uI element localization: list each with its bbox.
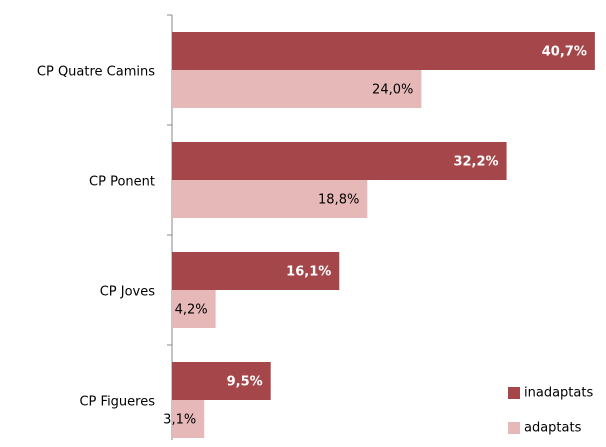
legend-swatch: [508, 387, 520, 399]
data-label: 4,2%: [175, 303, 208, 318]
bar: [172, 362, 271, 400]
bar: [172, 70, 422, 108]
category-label: CP Joves: [100, 285, 156, 300]
data-label: 3,1%: [163, 413, 196, 428]
bar: [172, 400, 205, 438]
data-label: 9,5%: [227, 375, 263, 390]
bar: [172, 142, 507, 180]
category-label: CP Quatre Camins: [37, 65, 155, 80]
data-label: 32,2%: [453, 155, 498, 170]
category-label: CP Figueres: [79, 395, 155, 410]
data-label: 40,7%: [542, 45, 587, 60]
bar: [172, 32, 595, 70]
legend-label: adaptats: [524, 421, 582, 436]
data-label: 18,8%: [318, 193, 359, 208]
legend-swatch: [508, 422, 520, 434]
bar: [172, 290, 216, 328]
bar: [172, 180, 368, 218]
data-label: 24,0%: [372, 83, 413, 98]
category-label: CP Ponent: [89, 175, 155, 190]
legend-label: inadaptats: [524, 386, 593, 401]
data-label: 16,1%: [286, 265, 331, 280]
bar: [172, 252, 340, 290]
